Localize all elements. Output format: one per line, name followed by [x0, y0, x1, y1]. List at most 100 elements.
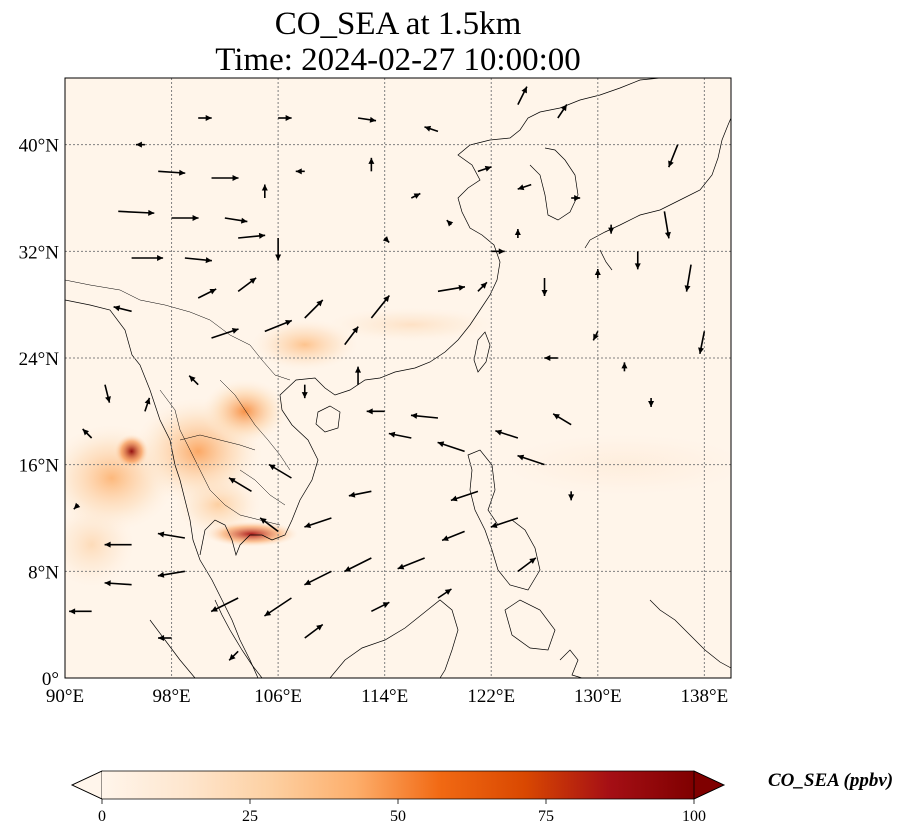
wind-arrow	[301, 384, 308, 399]
wind-arrow	[304, 570, 332, 586]
lon-tick-label: 114°E	[361, 686, 408, 707]
wind-arrow	[663, 211, 671, 239]
coastline-hainan	[315, 405, 341, 433]
wind-arrow	[370, 295, 390, 319]
coastline-borneo	[329, 599, 459, 678]
wind-arrow	[357, 116, 377, 123]
wind-arrow	[344, 326, 359, 346]
wind-arrow	[238, 232, 266, 239]
wind-arrow	[304, 517, 332, 528]
wind-arrow	[304, 623, 324, 639]
wind-arrow	[495, 429, 519, 439]
wind-arrow	[698, 331, 706, 354]
wind-arrow	[441, 530, 465, 542]
wind-vectors	[69, 86, 706, 661]
wind-arrow	[104, 580, 132, 587]
colorbar-tick-label: 75	[538, 808, 554, 825]
wind-arrow	[382, 236, 390, 244]
colorbar-body	[102, 771, 694, 799]
wind-arrow	[477, 281, 488, 292]
wind-arrow	[552, 413, 572, 426]
wind-arrow	[634, 251, 641, 270]
colorbar: 0 25 50 75 100	[71, 770, 725, 825]
co-hotspot	[326, 307, 497, 342]
coastline-japan	[584, 117, 731, 271]
wind-arrow	[261, 184, 268, 198]
lat-tick-label: 16°N	[19, 456, 60, 477]
wind-arrow	[491, 248, 505, 255]
wind-arrow	[158, 169, 186, 176]
lon-tick-label: 98°E	[152, 686, 190, 707]
wind-arrow	[348, 490, 372, 498]
co-hotspot	[202, 379, 288, 444]
wind-arrow	[355, 366, 362, 385]
wind-arrow	[667, 144, 679, 168]
wind-arrow	[113, 305, 132, 313]
wind-arrow	[450, 490, 479, 502]
map-title-line1: CO_SEA at 1.5km	[274, 6, 522, 42]
wind-arrow	[608, 224, 615, 234]
wind-arrow	[397, 557, 425, 570]
wind-arrow	[517, 183, 532, 191]
wind-arrow	[228, 477, 252, 493]
coastline-philippines	[467, 449, 556, 651]
wind-arrow	[366, 408, 385, 415]
wind-arrow	[118, 209, 155, 216]
wind-arrow	[594, 269, 601, 278]
co-hotspot	[114, 434, 149, 469]
wind-arrow	[198, 115, 212, 121]
wind-arrow	[684, 264, 692, 292]
wind-arrow	[275, 238, 282, 261]
wind-arrow	[424, 125, 439, 133]
map-frame	[64, 77, 732, 679]
lat-tick-label: 24°N	[19, 349, 60, 370]
lat-tick-label: 32°N	[19, 242, 60, 263]
wind-arrow	[210, 597, 239, 613]
wind-arrow	[197, 288, 217, 299]
coastline-taiwan	[473, 331, 491, 373]
wind-arrow	[104, 541, 132, 548]
map-axes: 90°E 98°E 106°E 114°E 122°E 130°E 138°E 0° 8°N 16…	[19, 136, 729, 707]
colorbar-label: CO_SEA (ppbv)	[768, 770, 894, 791]
wind-arrow	[295, 168, 305, 175]
wind-arrow	[517, 557, 537, 572]
wind-arrow	[477, 165, 492, 173]
wind-arrow	[344, 557, 372, 573]
wind-arrow	[188, 375, 199, 386]
lon-tick-label: 122°E	[467, 686, 515, 707]
wind-arrow	[648, 398, 655, 407]
wind-arrow	[211, 175, 239, 181]
wind-arrow	[571, 195, 581, 201]
wind-arrow	[228, 650, 239, 661]
lat-tick-label: 0°	[42, 669, 59, 690]
wind-arrow	[184, 257, 212, 264]
wind-arrow	[158, 635, 172, 641]
lon-tick-label: 106°E	[254, 686, 302, 707]
wind-arrow	[73, 502, 81, 510]
coastline-malay-peninsula	[149, 599, 263, 678]
coastline-asia-mainland	[65, 78, 661, 678]
lon-tick-label: 130°E	[574, 686, 622, 707]
wind-arrow	[544, 355, 558, 361]
wind-arrow	[237, 277, 257, 292]
wind-arrow	[82, 428, 93, 439]
wind-arrow	[211, 328, 239, 339]
wind-arrow	[135, 141, 145, 148]
map-background	[65, 78, 731, 678]
wind-arrow	[388, 431, 412, 439]
wind-arrow	[621, 362, 628, 372]
wind-arrow	[514, 229, 521, 238]
wind-arrow	[437, 441, 465, 453]
wind-arrow	[568, 491, 575, 501]
lon-tick-label: 90°E	[46, 686, 84, 707]
lon-tick-label: 138°E	[681, 686, 729, 707]
map-title-line2: Time: 2024-02-27 10:00:00	[215, 42, 581, 78]
wind-arrow	[437, 588, 452, 599]
colorbar-tick-label: 0	[98, 808, 106, 825]
colorbar-extend-min	[71, 770, 103, 800]
wind-arrow	[144, 397, 151, 412]
map-panel: 90°E 98°E 106°E 114°E 122°E 130°E 138°E 0° 8°N 16…	[19, 77, 732, 707]
wind-arrow	[304, 299, 324, 319]
coastline-sulawesi	[559, 599, 731, 678]
